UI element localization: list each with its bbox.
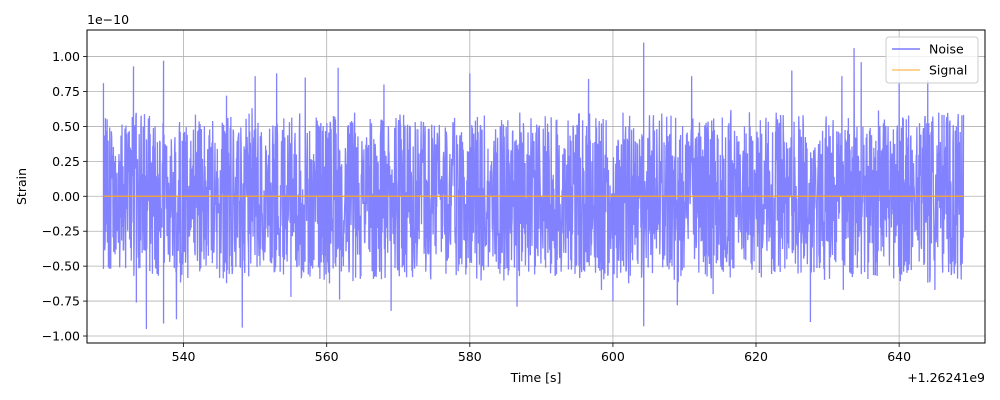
ticks: 540 560 580 600 620 640 −1.00 −0.75 −0.50 −0.25 0.… <box>42 49 911 364</box>
plot-frame <box>86 29 986 344</box>
y-tick-label: −0.25 <box>42 224 80 239</box>
y-tick-label: 0.25 <box>52 154 80 169</box>
legend-signal-label: Signal <box>929 63 967 78</box>
x-offset-label: +1.26241e9 <box>907 370 985 385</box>
y-tick-label: −0.50 <box>42 259 80 274</box>
y-tick-label: −1.00 <box>42 329 80 344</box>
x-tick-label: 620 <box>744 349 768 364</box>
noise-series-line <box>102 42 965 330</box>
y-axis-label: Strain <box>14 168 29 205</box>
y-tick-label: 0.50 <box>52 119 80 134</box>
y-tick-label: −0.75 <box>42 294 80 309</box>
x-tick-label: 540 <box>172 349 196 364</box>
x-axis-label: Time [s] <box>510 370 562 385</box>
legend: Noise Signal <box>885 36 979 84</box>
x-tick-label: 560 <box>315 349 339 364</box>
x-tick-label: 600 <box>601 349 625 364</box>
y-scale-label: 1e−10 <box>87 12 129 27</box>
y-tick-label: 0.75 <box>52 84 80 99</box>
x-tick-label: 580 <box>458 349 482 364</box>
y-tick-label: 1.00 <box>52 49 80 64</box>
series-layer <box>102 42 965 330</box>
y-tick-label: 0.00 <box>52 189 80 204</box>
legend-noise-label: Noise <box>929 42 964 57</box>
x-tick-label: 640 <box>887 349 911 364</box>
